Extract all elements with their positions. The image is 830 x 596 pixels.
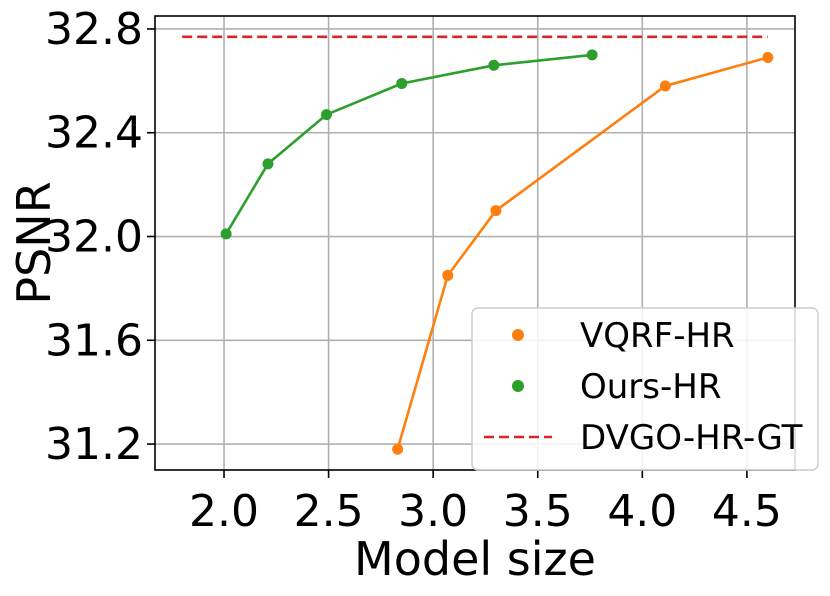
ours-hr-legend-label: Ours-HR <box>580 367 721 407</box>
x-tick-label: 3.5 <box>503 486 573 537</box>
ours-hr-legend-key <box>512 380 524 392</box>
x-axis-label: Model size <box>354 532 596 586</box>
x-tick-label: 2.0 <box>189 486 259 537</box>
ours-hr-point <box>321 109 333 121</box>
ours-hr-point <box>396 77 408 89</box>
series-layer <box>182 35 774 455</box>
vqrf-hr-point <box>442 269 454 281</box>
ticks: 2.0 2.5 3.0 3.5 4.0 4.5 31.2 31.6 32.0 32.4 32.8 <box>45 4 782 537</box>
y-axis-label: PSNR <box>7 181 61 304</box>
ours-hr-point <box>262 158 274 170</box>
dvgo-hr-gt-legend-label: DVGO-HR-GT <box>580 418 803 458</box>
x-tick-label: 4.0 <box>607 486 677 537</box>
y-tick-label: 32.8 <box>45 4 143 55</box>
y-tick-label: 32.4 <box>45 108 143 159</box>
legend: VQRF-HR Ours-HR DVGO-HR-GT <box>471 307 819 471</box>
x-tick-label: 4.5 <box>712 486 782 537</box>
ours-hr-line <box>224 53 593 235</box>
x-tick-label: 2.5 <box>294 486 364 537</box>
y-tick-label: 31.2 <box>45 419 143 470</box>
ours-hr-point <box>488 59 500 71</box>
legend-box <box>471 307 819 471</box>
vqrf-hr-point <box>762 52 774 64</box>
ours-hr-point <box>586 49 598 61</box>
x-tick-label: 3.0 <box>398 486 468 537</box>
vqrf-hr-point <box>490 205 502 217</box>
vqrf-hr-legend-key <box>512 329 524 341</box>
y-tick-label: 32.0 <box>45 212 143 263</box>
vqrf-hr-legend-label: VQRF-HR <box>580 316 735 356</box>
grid <box>155 16 795 470</box>
vqrf-hr-point <box>659 80 671 92</box>
y-tick-label: 31.6 <box>45 315 143 366</box>
vqrf-hr-point <box>392 443 404 455</box>
ours-hr-point <box>220 228 232 240</box>
